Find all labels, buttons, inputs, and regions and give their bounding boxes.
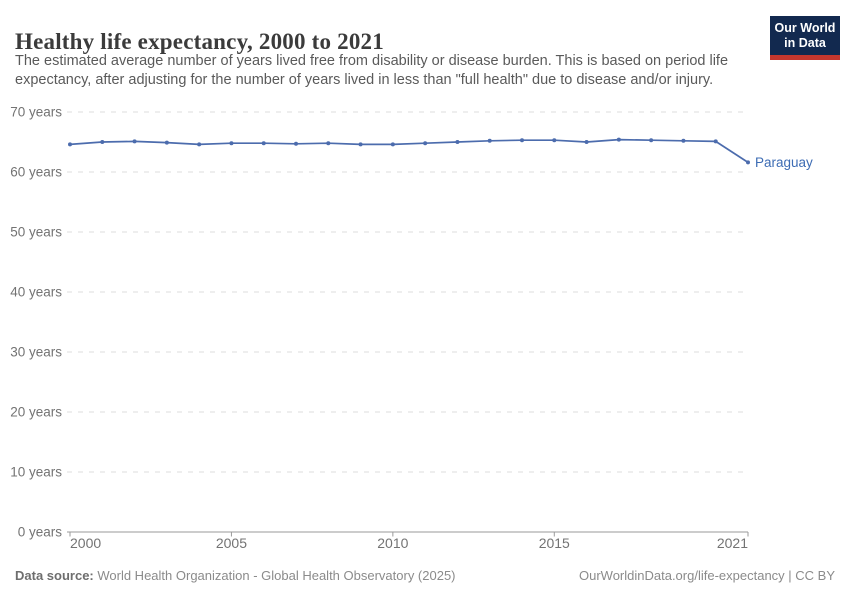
x-tick-label: 2000 bbox=[70, 535, 101, 551]
x-tick-label: 2010 bbox=[377, 535, 408, 551]
data-point bbox=[616, 137, 621, 142]
chart-footer: Data source: World Health Organization -… bbox=[15, 568, 835, 586]
data-point bbox=[487, 138, 492, 143]
data-point bbox=[713, 139, 718, 144]
y-tick-label: 60 years bbox=[10, 165, 62, 180]
data-point bbox=[229, 141, 234, 146]
entity-label[interactable]: Paraguay bbox=[755, 155, 813, 170]
x-tick-label: 2021 bbox=[717, 535, 748, 551]
owid-logo[interactable]: Our World in Data bbox=[770, 16, 840, 60]
data-source-note: Data source: World Health Organization -… bbox=[15, 568, 456, 583]
page-title: Healthy life expectancy, 2000 to 2021 bbox=[15, 29, 384, 55]
data-point bbox=[746, 160, 750, 165]
data-point bbox=[584, 140, 589, 144]
data-point bbox=[68, 142, 72, 147]
data-point bbox=[100, 140, 105, 144]
data-source-label: Data source: bbox=[15, 568, 94, 583]
x-tick-label: 2005 bbox=[216, 535, 247, 551]
subtitle-line-2: expectancy, after adjusting for the numb… bbox=[15, 72, 714, 88]
y-tick-label: 30 years bbox=[10, 345, 62, 360]
data-point bbox=[423, 141, 428, 146]
data-point bbox=[164, 140, 169, 145]
data-point bbox=[358, 142, 363, 147]
footer-license-link[interactable]: OurWorldinData.org/life-expectancy | CC … bbox=[578, 568, 835, 583]
y-tick-label: 70 years bbox=[10, 105, 62, 120]
y-tick-label: 10 years bbox=[10, 465, 62, 480]
data-point bbox=[390, 142, 395, 147]
series-line bbox=[69, 138, 749, 164]
data-source-value: World Health Organization - Global Healt… bbox=[93, 568, 456, 583]
data-point bbox=[261, 141, 266, 146]
y-tick-label: 50 years bbox=[10, 225, 62, 240]
data-point bbox=[197, 142, 202, 147]
logo-line-1: Our World bbox=[774, 21, 836, 35]
subtitle-line-1: The estimated average number of years li… bbox=[15, 53, 729, 69]
data-point bbox=[132, 139, 137, 144]
y-tick-label: 40 years bbox=[10, 285, 62, 300]
data-point bbox=[552, 138, 557, 143]
data-point bbox=[455, 140, 460, 144]
data-point bbox=[520, 138, 524, 143]
data-point bbox=[294, 141, 298, 146]
data-point bbox=[649, 138, 654, 143]
y-tick-label: 20 years bbox=[10, 405, 62, 420]
data-point bbox=[326, 141, 331, 146]
x-tick-label: 2015 bbox=[539, 535, 570, 551]
y-tick-label: 0 years bbox=[18, 525, 63, 540]
chart-canvas: 0 years 10 years 20 years 30 years 40 years 5… bbox=[10, 105, 813, 552]
data-point bbox=[681, 138, 686, 143]
chart-subtitle: The estimated average number of years li… bbox=[15, 52, 775, 90]
logo-line-2: in Data bbox=[784, 36, 826, 50]
